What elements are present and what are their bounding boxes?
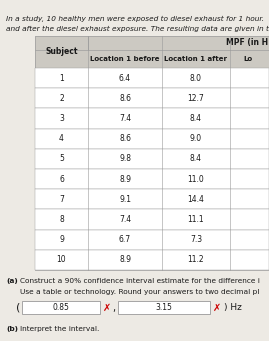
Bar (35, 149, 269, 169)
Text: 8.9: 8.9 (119, 255, 131, 264)
Bar (35, 169, 269, 189)
Bar (35, 36, 88, 50)
Text: 10: 10 (57, 255, 66, 264)
Text: Use a table or technology. Round your answers to two decimal pl: Use a table or technology. Round your an… (20, 289, 259, 295)
Text: 7.3: 7.3 (190, 235, 202, 244)
Bar (88, 36, 269, 50)
Text: 4: 4 (59, 134, 64, 143)
Bar (118, 301, 210, 314)
Text: Lo: Lo (243, 56, 252, 62)
Bar (35, 88, 269, 108)
Bar (35, 229, 269, 250)
Bar (35, 189, 269, 209)
Text: and after the diesel exhaust exposure. The resulting data are given in t: and after the diesel exhaust exposure. T… (6, 26, 269, 32)
Text: 9.1: 9.1 (119, 195, 131, 204)
Text: 8.0: 8.0 (190, 74, 202, 83)
Text: 9.8: 9.8 (119, 154, 131, 163)
Text: ,: , (112, 302, 116, 312)
Text: 3: 3 (59, 114, 64, 123)
Bar (35, 129, 269, 149)
Text: Subject: Subject (45, 47, 78, 57)
Text: 8.6: 8.6 (119, 94, 131, 103)
Bar (35, 209, 269, 229)
Bar (35, 50, 269, 68)
Text: 9: 9 (59, 235, 64, 244)
Text: 11.2: 11.2 (188, 255, 204, 264)
Text: 3.15: 3.15 (155, 303, 172, 312)
Text: 0.85: 0.85 (52, 303, 69, 312)
Text: MPF (in H: MPF (in H (226, 39, 268, 47)
Text: 8.4: 8.4 (190, 114, 202, 123)
Text: 9.0: 9.0 (190, 134, 202, 143)
Text: (b): (b) (6, 326, 18, 332)
Text: Location 1 after: Location 1 after (165, 56, 228, 62)
Bar (35, 36, 269, 270)
Text: 8.6: 8.6 (119, 134, 131, 143)
Text: (a): (a) (6, 278, 18, 284)
Text: 7: 7 (59, 195, 64, 204)
Text: 8: 8 (59, 215, 64, 224)
Text: In a study, 10 healthy men were exposed to diesel exhaust for 1 hour.: In a study, 10 healthy men were exposed … (6, 16, 264, 22)
Text: 7.4: 7.4 (119, 215, 131, 224)
Text: Interpret the interval.: Interpret the interval. (20, 326, 99, 332)
Bar (35, 108, 269, 129)
Text: ) Hz: ) Hz (224, 303, 242, 312)
Text: 2: 2 (59, 94, 64, 103)
Text: 6: 6 (59, 175, 64, 183)
Text: 11.1: 11.1 (188, 215, 204, 224)
Text: (: ( (16, 302, 20, 312)
Text: 11.0: 11.0 (187, 175, 204, 183)
Text: ✗: ✗ (213, 302, 221, 312)
Bar (35, 68, 269, 88)
Text: ✗: ✗ (103, 302, 111, 312)
Text: 6.7: 6.7 (119, 235, 131, 244)
Text: 12.7: 12.7 (187, 94, 204, 103)
Text: 8.4: 8.4 (190, 154, 202, 163)
Text: Location 1 before: Location 1 before (90, 56, 160, 62)
Bar (22, 301, 100, 314)
Text: 1: 1 (59, 74, 64, 83)
Text: 7.4: 7.4 (119, 114, 131, 123)
Text: Construct a 90% confidence interval estimate for the difference i: Construct a 90% confidence interval esti… (20, 278, 260, 284)
Text: 6.4: 6.4 (119, 74, 131, 83)
Text: 14.4: 14.4 (187, 195, 204, 204)
Text: 5: 5 (59, 154, 64, 163)
Bar (35, 250, 269, 270)
Text: 8.9: 8.9 (119, 175, 131, 183)
